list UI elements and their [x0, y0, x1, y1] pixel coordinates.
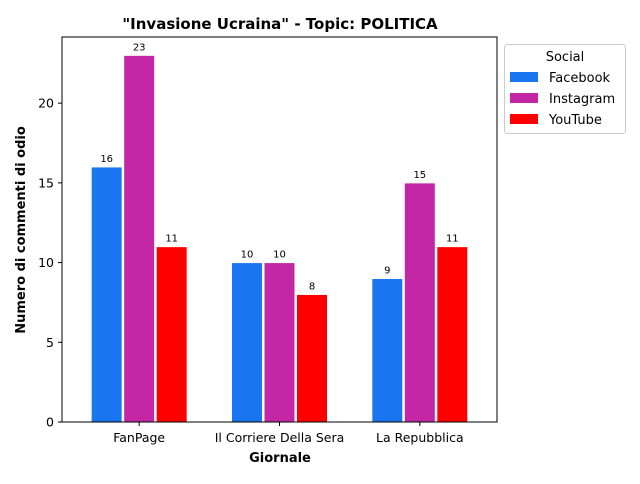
- legend-entry-instagram: Instagram: [549, 92, 615, 107]
- bar-facebook-1: [231, 262, 263, 423]
- y-tick-label: 20: [38, 96, 54, 111]
- y-tick-label: 15: [38, 175, 54, 190]
- plot-area: 16 10 9 23 10 15 11 8 11 0 5 10 15 20 FanPage Il Corrie…: [38, 36, 498, 445]
- data-label: 8: [309, 281, 315, 292]
- bar-facebook-0: [90, 166, 123, 423]
- legend-entry-youtube: YouTube: [548, 113, 602, 128]
- x-tick-label: Il Corriere Della Sera: [215, 430, 345, 445]
- bar-instagram-0: [123, 54, 156, 423]
- data-label: 16: [100, 154, 113, 165]
- legend-title: Social: [546, 50, 585, 65]
- legend-frame: [504, 44, 626, 134]
- y-tick-label: 10: [38, 255, 54, 270]
- x-axis-label: Giornale: [249, 451, 311, 466]
- y-tick-label: 5: [46, 335, 54, 350]
- data-label: 23: [133, 42, 146, 53]
- data-label: 11: [446, 234, 459, 245]
- data-label: 10: [273, 250, 286, 261]
- legend-swatch-instagram: [510, 93, 538, 103]
- bar-youtube-0: [155, 246, 188, 423]
- y-axis-label: Numero di commenti di odio: [14, 126, 29, 334]
- x-tick-label: La Repubblica: [376, 430, 464, 445]
- x-tick-label: FanPage: [113, 430, 165, 445]
- bar-youtube-1: [296, 293, 328, 423]
- data-label: 10: [241, 250, 254, 261]
- legend: Social Facebook Instagram YouTube: [504, 44, 626, 134]
- legend-swatch-facebook: [510, 72, 538, 82]
- data-label: 9: [384, 266, 390, 277]
- y-tick-label: 0: [46, 415, 54, 430]
- bar-instagram-1: [263, 262, 296, 423]
- data-label: 11: [165, 234, 178, 245]
- legend-entry-facebook: Facebook: [549, 71, 611, 86]
- bar-youtube-2: [436, 246, 469, 423]
- chart-title: "Invasione Ucraina" - Topic: POLITICA: [122, 15, 438, 33]
- legend-swatch-youtube: [510, 114, 538, 124]
- bar-instagram-2: [403, 182, 436, 423]
- bar-facebook-2: [371, 278, 404, 423]
- data-label: 15: [413, 170, 426, 181]
